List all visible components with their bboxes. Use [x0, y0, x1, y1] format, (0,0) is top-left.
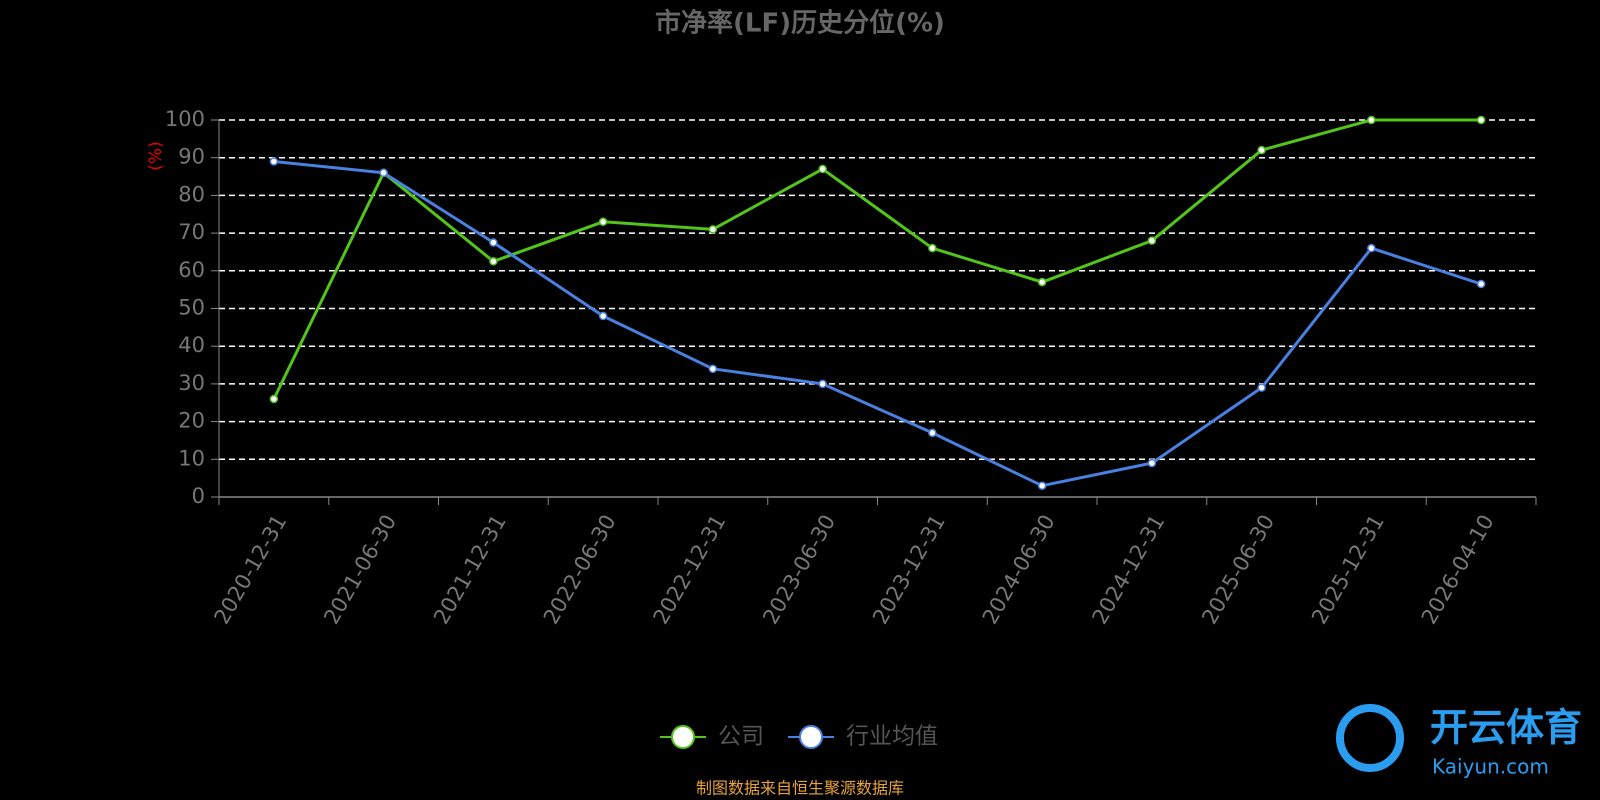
data-point: [598, 311, 608, 321]
y-axis-label: (%): [146, 141, 166, 170]
data-point: [928, 428, 937, 438]
data-point: [1147, 458, 1157, 468]
legend-label: 公司: [718, 724, 764, 750]
y-tick-label: 20: [178, 409, 205, 433]
series-line: [273, 159, 1482, 488]
watermark: 开云体育 Kaiyun.com: [1336, 704, 1582, 779]
data-point: [818, 164, 827, 174]
legend: 公司 行业均值: [660, 724, 938, 750]
data-point: [1476, 115, 1486, 125]
watermark-logo: [1336, 704, 1404, 772]
y-tick-label: 40: [178, 333, 205, 357]
data-point: [1257, 145, 1266, 155]
y-tick-label: 70: [178, 220, 205, 244]
data-point: [269, 157, 279, 166]
data-point: [598, 217, 608, 227]
y-tick-label: 0: [192, 484, 205, 508]
y-tick-label: 100: [165, 107, 205, 131]
data-point: [928, 243, 937, 253]
legend-label: 行业均值: [846, 724, 938, 750]
legend-marker: [799, 725, 823, 749]
series-line: [272, 118, 1482, 400]
legend-marker: [671, 725, 695, 749]
watermark-text: 开云体育: [1430, 706, 1582, 750]
data-point: [1257, 383, 1266, 392]
y-tick-label: 80: [178, 182, 205, 206]
chart-title: 市净率(LF)历史分位(%): [655, 8, 945, 39]
data-point: [269, 394, 279, 404]
y-tick-label: 50: [178, 296, 205, 320]
data-point: [1476, 279, 1486, 289]
watermark-subtext: Kaiyun.com: [1432, 755, 1549, 779]
data-point: [489, 257, 498, 266]
y-tick-label: 30: [178, 371, 205, 395]
data-point: [1037, 277, 1047, 287]
data-point: [818, 379, 827, 389]
data-point: [379, 168, 388, 178]
data-point: [1037, 481, 1047, 490]
data-point: [1367, 115, 1376, 125]
data-point: [708, 364, 718, 374]
y-tick-label: 10: [178, 446, 205, 470]
source-note: 制图数据来自恒生聚源数据库: [696, 779, 904, 798]
data-point: [1367, 243, 1376, 253]
y-tick-label: 60: [178, 258, 205, 282]
data-point: [489, 238, 498, 247]
data-point: [708, 225, 718, 234]
data-point: [1147, 236, 1157, 245]
y-tick-label: 90: [178, 145, 205, 169]
